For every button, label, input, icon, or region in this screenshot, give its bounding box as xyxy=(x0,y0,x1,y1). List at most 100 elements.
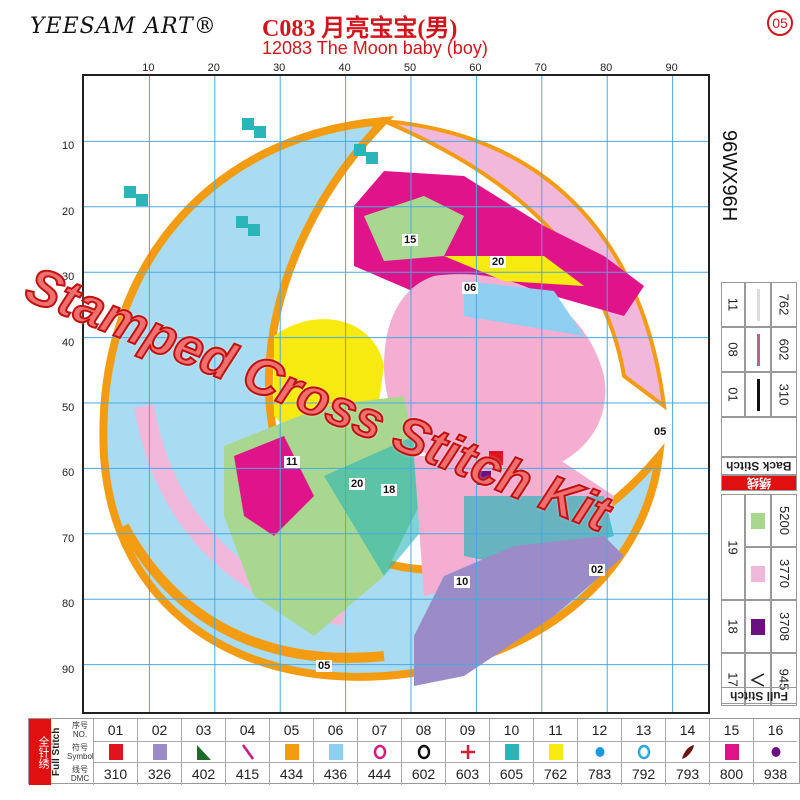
back-dmc-text: 602 xyxy=(776,338,792,361)
legend-symbol xyxy=(577,741,621,763)
y-tick: 10 xyxy=(62,140,75,153)
legend-no: 12 xyxy=(577,719,621,741)
x-tick: 10 xyxy=(142,62,155,74)
y-tick: 80 xyxy=(62,598,75,611)
legend-no: 09 xyxy=(445,719,489,741)
y-tick: 50 xyxy=(62,402,75,414)
legend-no: 10 xyxy=(489,719,533,741)
back-symbol xyxy=(745,327,771,372)
legend-dmc: 762 xyxy=(533,763,577,785)
legend-symbol xyxy=(137,741,181,763)
dot-symbol-icon xyxy=(771,747,780,757)
backstitch-line-icon xyxy=(756,333,760,366)
legend-dmc: 415 xyxy=(225,763,269,785)
full-no-text: 19 xyxy=(725,539,741,555)
grid-lines xyxy=(84,76,708,712)
legend-symbol xyxy=(753,741,797,763)
back-dmc-text: 762 xyxy=(776,293,792,316)
pattern-chart: 15 20 06 11 18 20 05 10 02 05 xyxy=(82,74,710,714)
square-symbol-icon xyxy=(724,744,739,760)
pattern-number-label: 02 xyxy=(589,564,606,576)
header-dmc: 线号 DMC xyxy=(70,765,90,783)
full-stitch-legend: 全针绣 Full Stitch 序号 NO. 符号 Symbol 线号 DMC … xyxy=(28,718,800,785)
full-dmc: 3708 xyxy=(771,600,797,653)
square-symbol-icon xyxy=(152,744,167,760)
pattern-number-label: 11 xyxy=(284,456,300,468)
pattern-title: C083 月亮宝宝(男) xyxy=(262,16,458,42)
plus-symbol-icon xyxy=(460,745,475,759)
legend-red-label: 全针绣 xyxy=(29,719,51,785)
square-symbol-icon xyxy=(108,744,123,760)
legend-dmc: 793 xyxy=(665,763,709,785)
legend-no: 03 xyxy=(181,719,225,741)
back-dmc: 602 xyxy=(771,327,797,372)
full-dmc-text: 5200 xyxy=(776,506,792,535)
back-stitch-label-text: Back Stitch xyxy=(726,459,792,473)
slash-symbol-icon xyxy=(241,744,254,760)
x-tick: 60 xyxy=(469,62,482,74)
legend-symbol xyxy=(93,741,137,763)
legend-dmc: 326 xyxy=(137,763,181,785)
square-symbol-icon xyxy=(504,744,519,760)
legend-dmc: 938 xyxy=(753,763,797,785)
legend-dmc: 602 xyxy=(401,763,445,785)
full-no: 19 xyxy=(721,494,745,600)
back-red-label: 绣线 xyxy=(721,475,797,491)
leaf-symbol-icon xyxy=(681,745,694,759)
legend-no: 04 xyxy=(225,719,269,741)
pattern-number-label: 05 xyxy=(652,426,669,438)
ring-symbol-icon xyxy=(417,744,430,760)
legend-symbol xyxy=(401,741,445,763)
dot-symbol-icon xyxy=(595,747,604,757)
pattern-number-label: 15 xyxy=(402,234,419,246)
full-no-text: 17 xyxy=(725,672,741,687)
back-no-text: 11 xyxy=(725,297,741,312)
y-tick: 20 xyxy=(62,205,75,218)
y-tick: 90 xyxy=(62,663,75,676)
backstitch-line-icon xyxy=(756,288,760,321)
legend-no: 08 xyxy=(401,719,445,741)
pattern-number-label: 20 xyxy=(349,478,366,490)
pattern-number-label: 20 xyxy=(490,256,507,268)
triangle-symbol-icon xyxy=(196,745,211,760)
full-symbol xyxy=(745,653,771,706)
x-tick: 20 xyxy=(207,62,220,74)
full-dmc: 5200 xyxy=(771,494,797,547)
legend-symbol xyxy=(445,741,489,763)
legend-dmc: 402 xyxy=(181,763,225,785)
full-dmc-text: 3708 xyxy=(776,612,792,641)
brand-logo: YEESAM ART® xyxy=(30,14,217,39)
pattern-number-label: 05 xyxy=(316,660,333,672)
full-symbol xyxy=(745,600,771,653)
full-stitch-label: Full Stitch xyxy=(721,687,797,704)
back-no: 11 xyxy=(721,282,745,327)
back-no: 01 xyxy=(721,372,745,417)
back-dmc: 762 xyxy=(771,282,797,327)
legend-symbol xyxy=(709,741,753,763)
page-number: 05 xyxy=(767,10,793,36)
full-dmc: 3770 xyxy=(771,547,797,600)
legend-symbol xyxy=(621,741,665,763)
back-dmc-text: 310 xyxy=(776,383,792,406)
y-tick: 40 xyxy=(62,336,75,349)
legend-symbol xyxy=(357,741,401,763)
legend-no: 15 xyxy=(709,719,753,741)
legend-no: 05 xyxy=(269,719,313,741)
legend-no: 02 xyxy=(137,719,181,741)
y-tick: 30 xyxy=(62,271,75,284)
x-tick: 70 xyxy=(534,62,547,74)
square-symbol-icon xyxy=(548,744,563,760)
legend-dmc: 444 xyxy=(357,763,401,785)
full-no: 18 xyxy=(721,600,745,653)
legend-dmc: 605 xyxy=(489,763,533,785)
legend-no: 13 xyxy=(621,719,665,741)
x-tick: 40 xyxy=(338,62,351,74)
legend-dmc: 434 xyxy=(269,763,313,785)
x-tick: 50 xyxy=(403,62,417,74)
legend-dmc: 603 xyxy=(445,763,489,785)
chevron-symbol-icon xyxy=(750,672,765,687)
legend-symbol xyxy=(533,741,577,763)
back-symbol xyxy=(745,282,771,327)
pattern-subtitle: 12083 The Moon baby (boy) xyxy=(262,38,488,58)
y-tick: 60 xyxy=(62,467,75,480)
